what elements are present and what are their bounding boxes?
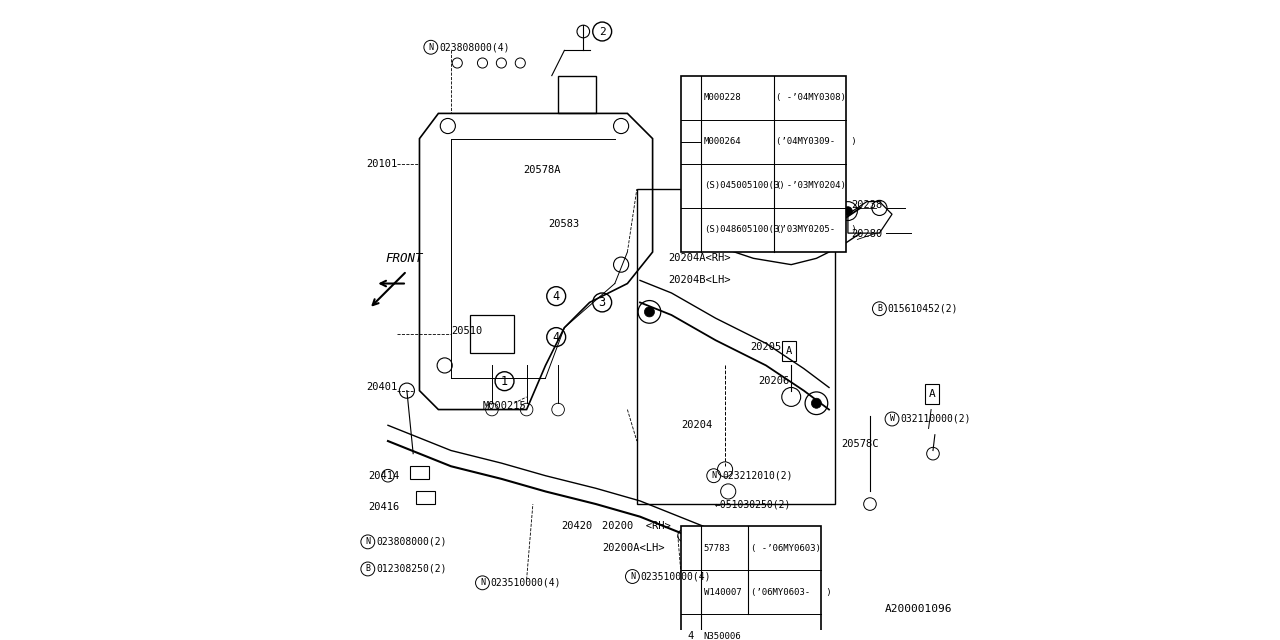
Text: 3: 3 [687,609,694,620]
Text: ( -’06MY0603): ( -’06MY0603) [751,543,820,553]
Text: 20583: 20583 [549,219,580,228]
Text: N: N [365,538,370,547]
Text: ←051030250(2): ←051030250(2) [714,499,791,509]
Text: 20401: 20401 [366,383,397,392]
Text: 2: 2 [687,203,694,213]
Text: 20280: 20280 [851,229,882,239]
Bar [416,492,435,504]
Circle shape [844,207,852,216]
Bar [924,384,938,404]
Circle shape [440,118,456,134]
Text: N: N [480,579,485,588]
Text: (’03MY0205-   ): (’03MY0205- ) [776,225,856,234]
Text: 20238: 20238 [851,200,882,210]
Text: 4: 4 [687,632,694,640]
Text: 20206: 20206 [759,376,790,386]
Text: 20414: 20414 [367,470,399,481]
Text: 20204B<LH>: 20204B<LH> [668,275,731,285]
Text: ( -’04MY0308): ( -’04MY0308) [776,93,846,102]
Text: 1: 1 [500,374,508,388]
Circle shape [812,398,822,408]
Text: 20578A: 20578A [524,165,561,175]
Text: 20416: 20416 [367,502,399,512]
Text: M000264: M000264 [704,137,741,147]
Text: N: N [630,572,635,581]
Text: 20200A<LH>: 20200A<LH> [602,543,664,553]
Text: (’06MY0603-   ): (’06MY0603- ) [751,588,832,596]
Text: (S)048605100(3): (S)048605100(3) [704,225,785,234]
Text: 1: 1 [687,115,694,125]
Text: N: N [429,43,434,52]
Text: 20204: 20204 [681,420,712,430]
Text: 20205A: 20205A [703,190,741,200]
Bar [782,341,796,361]
Text: N: N [712,471,717,480]
Text: 20200  <RH>: 20200 <RH> [602,521,671,531]
Text: 023808000(4): 023808000(4) [439,42,509,52]
Text: B: B [365,564,370,573]
Text: M000228: M000228 [704,93,741,102]
Text: W: W [890,415,895,424]
Circle shape [723,228,732,237]
Text: 012308250(2): 012308250(2) [376,564,447,574]
Text: (’04MY0309-   ): (’04MY0309- ) [776,137,856,147]
Bar [681,526,820,640]
Text: ( -’03MY0204): ( -’03MY0204) [776,181,846,190]
Text: 20101: 20101 [366,159,397,169]
Text: 20420: 20420 [561,521,593,531]
Circle shape [613,257,628,272]
Circle shape [613,118,628,134]
Text: 3: 3 [599,296,605,309]
Text: 032110000(2): 032110000(2) [900,414,970,424]
Text: B: B [877,304,882,313]
Text: W140007: W140007 [704,588,741,596]
Text: 023808000(2): 023808000(2) [376,537,447,547]
Bar [637,189,836,504]
Text: 57783: 57783 [704,543,731,553]
Text: FRONT: FRONT [385,252,422,264]
Circle shape [644,307,654,317]
Text: 20578C: 20578C [842,439,879,449]
Text: 015610452(2): 015610452(2) [887,304,959,314]
Text: A: A [928,388,936,399]
Circle shape [436,358,452,373]
Bar [681,76,846,252]
Text: 023510000(4): 023510000(4) [640,572,712,582]
Text: 023212010(2): 023212010(2) [722,470,792,481]
Text: M000215: M000215 [483,401,526,412]
Text: 20205: 20205 [750,342,782,351]
Text: 4: 4 [553,331,559,344]
Text: A: A [786,346,792,356]
Text: 2: 2 [599,26,605,36]
Text: 20510: 20510 [451,326,483,336]
Text: A200001096: A200001096 [884,604,952,614]
Bar [410,467,429,479]
Text: 4: 4 [553,290,559,303]
Text: (S)045005100(3): (S)045005100(3) [704,181,785,190]
Text: N350006: N350006 [704,632,741,640]
Text: 3: 3 [687,565,694,575]
Text: 20204A<RH>: 20204A<RH> [668,253,731,263]
Text: 023510000(4): 023510000(4) [490,578,561,588]
